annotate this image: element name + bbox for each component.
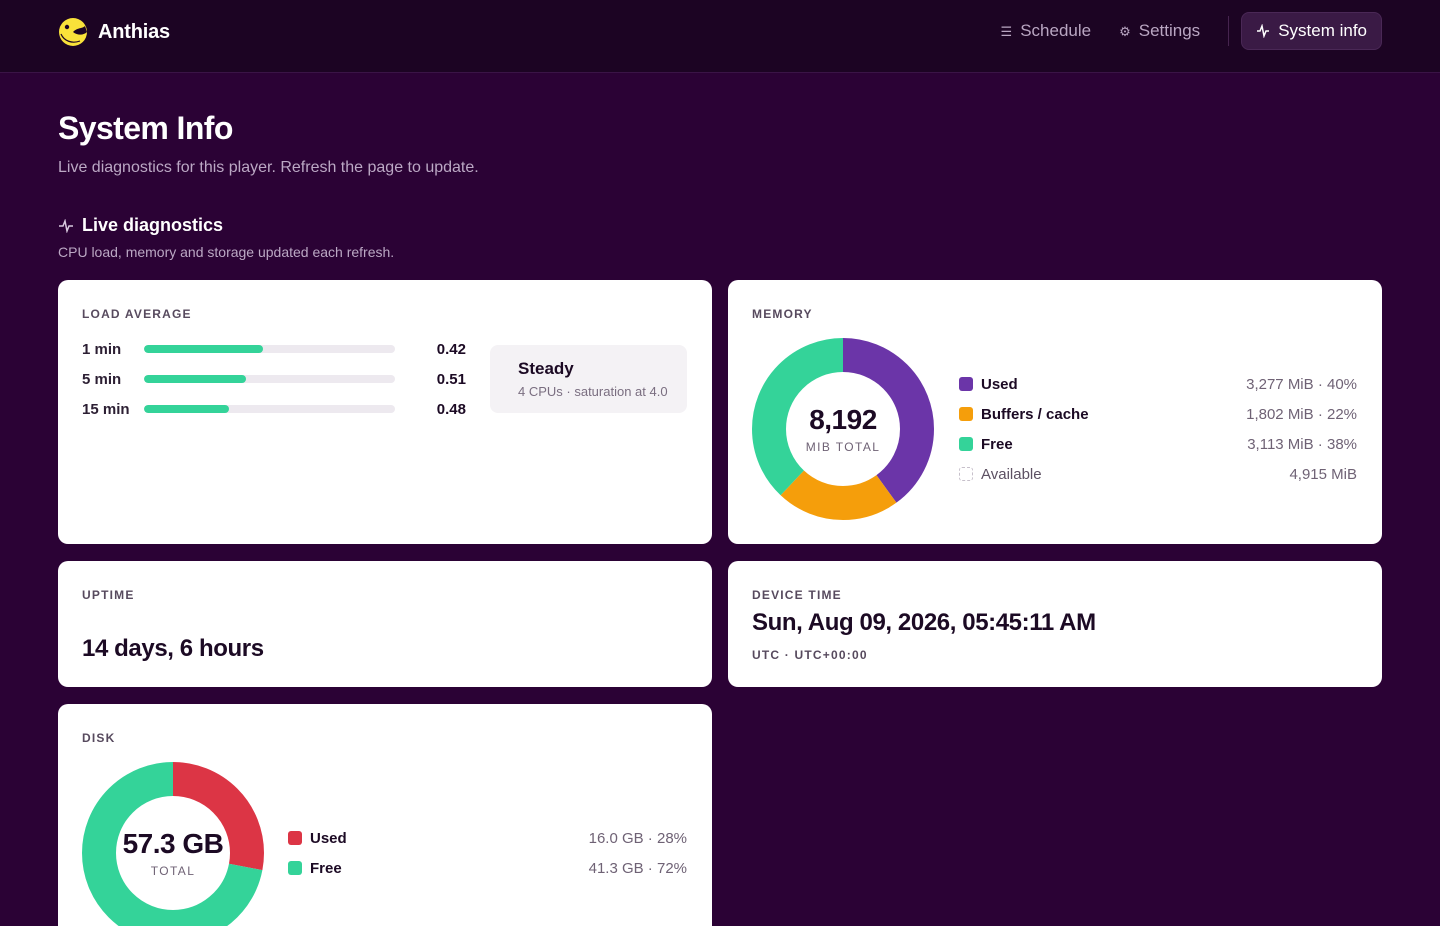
- legend-swatch: [288, 831, 302, 845]
- top-navigation-bar: Anthias ☰ Schedule ⚙ Settings System inf…: [0, 0, 1440, 73]
- load-status-title: Steady: [518, 359, 574, 378]
- device-time-zone: UTC · UTC+00:00: [752, 648, 868, 662]
- disk-total-unit: TOTAL: [150, 864, 196, 878]
- uptime-value: 14 days, 6 hours: [82, 635, 264, 662]
- nav-settings-label: Settings: [1138, 21, 1201, 40]
- schedule-icon: ☰: [1000, 23, 1013, 39]
- legend-value: 16.0 GB · 28%: [588, 829, 687, 847]
- load-row-1min: 1 min 0.42: [82, 339, 466, 359]
- load-row-value: 0.42: [436, 340, 466, 358]
- load-average-card: LOAD AVERAGE 1 min 0.42 5 min 0.51 15 mi…: [58, 280, 712, 544]
- legend-swatch: [959, 437, 973, 451]
- memory-legend-used: Used 3,277 MiB · 40%: [959, 374, 1357, 394]
- anthias-logo-icon: [59, 18, 87, 46]
- load-row-name: 5 min: [82, 370, 122, 388]
- legend-value: 41.3 GB · 72%: [588, 859, 687, 877]
- legend-swatch: [288, 861, 302, 875]
- legend-name: Used: [981, 375, 1018, 393]
- legend-name: Free: [310, 859, 342, 877]
- legend-swatch: [959, 407, 973, 421]
- disk-donut-chart: [82, 762, 264, 926]
- legend-value: 3,277 MiB · 40%: [1246, 375, 1357, 393]
- memory-donut: 8,192 MIB TOTAL: [752, 338, 934, 520]
- nav-settings[interactable]: ⚙ Settings: [1105, 12, 1214, 50]
- legend-swatch: [959, 467, 973, 481]
- load-row-name: 15 min: [82, 400, 130, 418]
- legend-name: Buffers / cache: [981, 405, 1089, 423]
- memory-donut-chart: [752, 338, 934, 520]
- nav-system-info[interactable]: System info: [1241, 12, 1382, 50]
- load-row-name: 1 min: [82, 340, 122, 358]
- disk-donut: 57.3 GB TOTAL: [82, 762, 264, 926]
- load-bar-track: [144, 345, 395, 353]
- nav-divider: [1228, 16, 1230, 46]
- load-status-subtitle: 4 CPUs · saturation at 4.0: [518, 384, 668, 399]
- legend-name: Used: [310, 829, 347, 847]
- uptime-card: UPTIME 14 days, 6 hours: [58, 561, 712, 687]
- load-row-15min: 15 min 0.48: [82, 399, 466, 419]
- load-bar-track: [144, 405, 395, 413]
- disk-legend-free: Free 41.3 GB · 72%: [288, 858, 687, 878]
- load-row-value: 0.51: [436, 370, 466, 388]
- brand-name: Anthias: [98, 20, 170, 43]
- disk-segment-free: [82, 762, 264, 926]
- gear-icon: ⚙: [1119, 23, 1131, 39]
- load-bar-track: [144, 375, 395, 383]
- section-header: Live diagnostics: [58, 215, 223, 236]
- load-bar-fill: [144, 405, 229, 413]
- memory-donut-center: 8,192 MIB TOTAL: [752, 338, 934, 520]
- legend-name: Available: [981, 465, 1042, 483]
- legend-value: 4,915 MiB: [1289, 465, 1357, 483]
- load-bar-fill: [144, 375, 246, 383]
- load-status-box: Steady 4 CPUs · saturation at 4.0: [490, 345, 687, 413]
- memory-legend-buffers: Buffers / cache 1,802 MiB · 22%: [959, 404, 1357, 424]
- memory-segment-free: [752, 338, 934, 520]
- legend-value: 1,802 MiB · 22%: [1246, 405, 1357, 423]
- section-subtitle: CPU load, memory and storage updated eac…: [58, 244, 395, 260]
- card-label: LOAD AVERAGE: [82, 307, 192, 321]
- disk-legend-used: Used 16.0 GB · 28%: [288, 828, 687, 848]
- memory-legend-free: Free 3,113 MiB · 38%: [959, 434, 1357, 454]
- card-label: UPTIME: [82, 588, 135, 602]
- load-row-value: 0.48: [436, 400, 466, 418]
- legend-value: 3,113 MiB · 38%: [1247, 435, 1357, 453]
- page-title: System Info: [58, 110, 233, 146]
- section-title: Live diagnostics: [82, 215, 224, 235]
- memory-total-unit: MIB TOTAL: [805, 440, 881, 454]
- nav-system-info-label: System info: [1278, 21, 1367, 40]
- memory-total: 8,192: [809, 404, 877, 435]
- brand[interactable]: Anthias: [58, 17, 170, 47]
- card-label: DEVICE TIME: [752, 588, 842, 602]
- main-nav: ☰ Schedule ⚙ Settings System info: [987, 12, 1382, 50]
- disk-donut-center: 57.3 GB TOTAL: [82, 762, 264, 926]
- nav-schedule[interactable]: ☰ Schedule: [987, 12, 1106, 50]
- pulse-icon: [1257, 24, 1270, 38]
- nav-schedule-label: Schedule: [1020, 21, 1092, 40]
- card-label: DISK: [82, 731, 116, 745]
- legend-swatch: [959, 377, 973, 391]
- memory-card: MEMORY 8,192 MIB TOTAL Used 3,277 MiB · …: [728, 280, 1382, 544]
- disk-total: 57.3 GB: [122, 828, 224, 859]
- load-row-5min: 5 min 0.51: [82, 369, 466, 389]
- memory-segment-buffers-cache: [752, 338, 934, 520]
- page-subtitle: Live diagnostics for this player. Refres…: [58, 159, 479, 176]
- memory-legend-available: Available 4,915 MiB: [959, 464, 1357, 484]
- pulse-icon: [59, 218, 73, 233]
- legend-name: Free: [981, 435, 1013, 453]
- card-label: MEMORY: [752, 307, 813, 321]
- device-time-card: DEVICE TIME Sun, Aug 09, 2026, 05:45:11 …: [728, 561, 1382, 687]
- disk-card: DISK 57.3 GB TOTAL Used 16.0 GB · 28% Fr…: [58, 704, 712, 926]
- device-time-value: Sun, Aug 09, 2026, 05:45:11 AM: [752, 609, 1096, 636]
- load-bar-fill: [144, 345, 263, 353]
